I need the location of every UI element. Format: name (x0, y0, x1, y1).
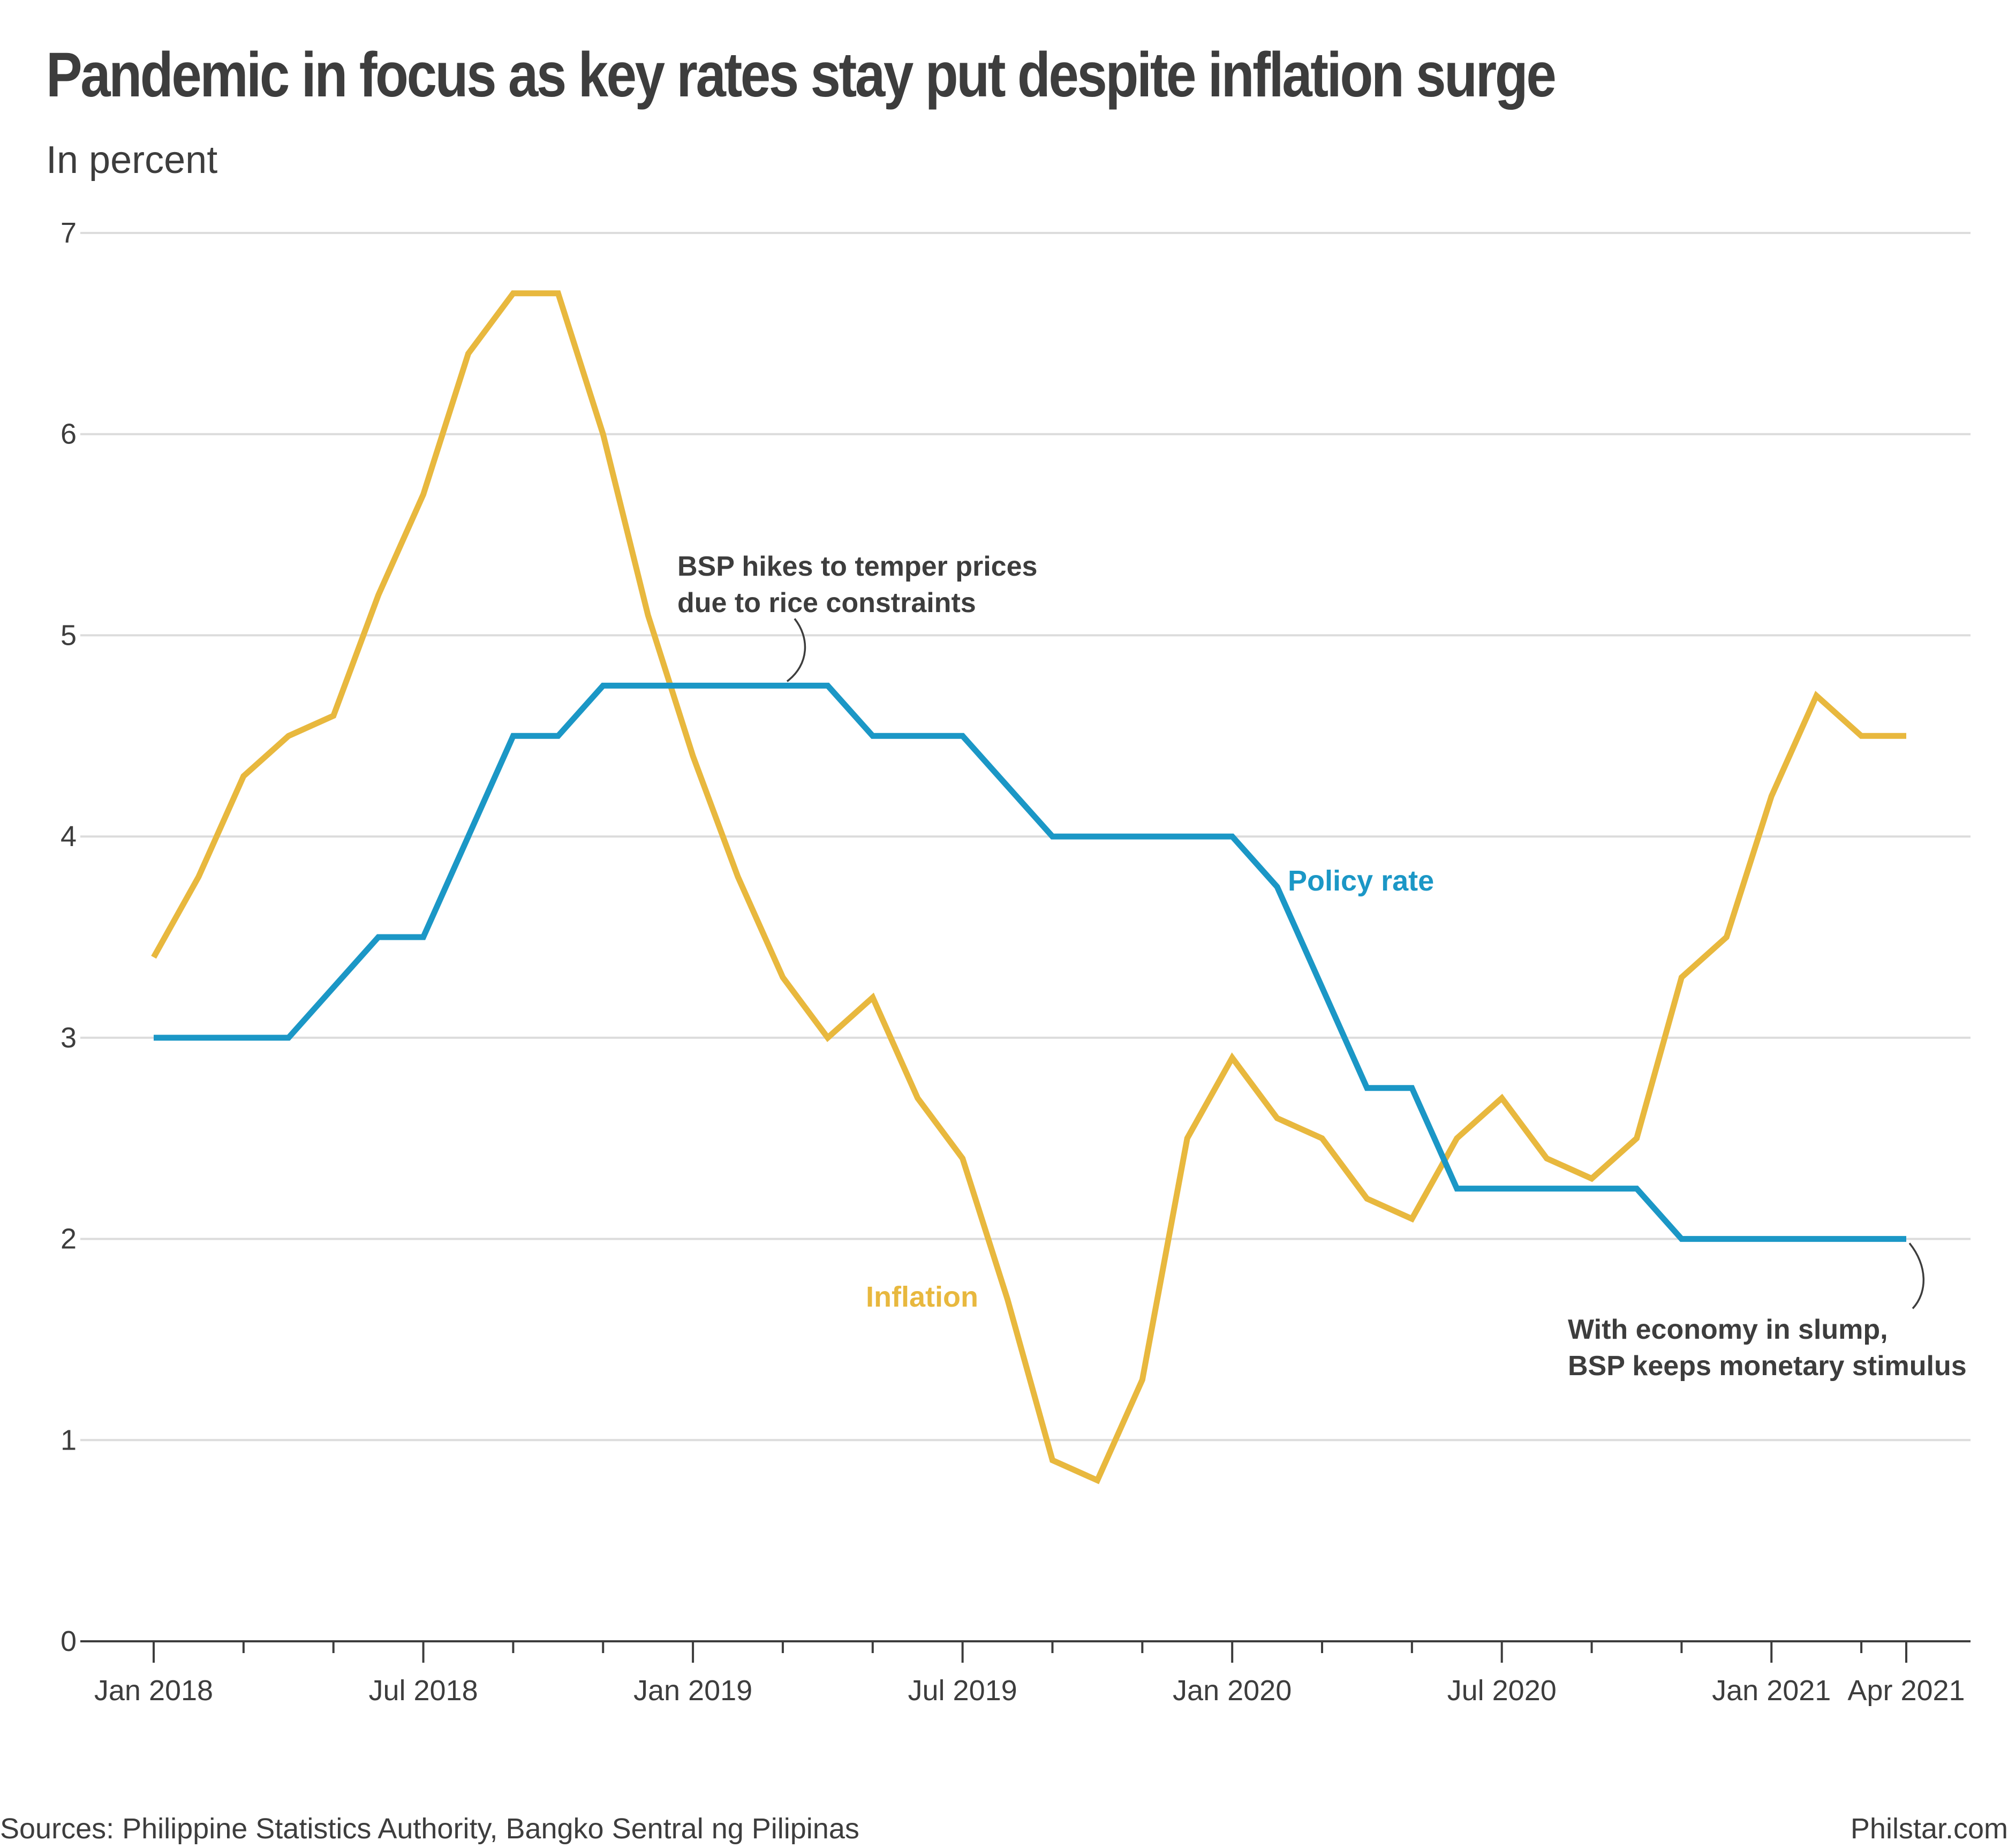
credit-note: Philstar.com (1850, 1813, 2008, 1845)
y-tick-label: 7 (61, 217, 77, 249)
y-tick-label: 3 (61, 1022, 77, 1054)
gridlines (80, 232, 1971, 1442)
series-line-policy-rate (154, 682, 1906, 1242)
series-lines: Inflation Policy rate (151, 290, 1906, 1484)
sources-note: Sources: Philippine Statistics Authority… (0, 1813, 859, 1845)
y-tick-label: 6 (61, 418, 77, 450)
annotation-connector (786, 618, 806, 682)
annotation-text: due to rice constraints (677, 587, 976, 618)
x-tick-label: Jan 2018 (94, 1674, 213, 1707)
annotation-text: BSP keeps monetary stimulus (1568, 1351, 1967, 1382)
annotation-text: With economy in slump, (1568, 1314, 1888, 1345)
series-label: Inflation (866, 1281, 978, 1313)
x-tick-label: Jul 2018 (368, 1674, 478, 1707)
y-tick-label: 1 (61, 1424, 77, 1456)
x-axis: Jan 2018 Jul 2018 Jan 2019 Jul 2019 Jan 2020… (80, 1640, 1971, 1707)
line-chart: 0 1 2 3 4 5 6 7 Jan 2018 Jul 2018 Jan 2019 Jul 201… (61, 217, 1971, 1707)
annotation-connector (1908, 1242, 1925, 1309)
annotations: BSP hikes to temper prices due to rice co… (677, 551, 1967, 1382)
chart-title: Pandemic in focus as key rates stay put … (46, 40, 1557, 110)
y-tick-label: 2 (61, 1223, 77, 1255)
series-line-inflation (151, 290, 1906, 1484)
x-tick-label: Jan 2019 (633, 1674, 752, 1707)
x-tick-label: Apr 2021 (1847, 1674, 1965, 1707)
x-tick-label: Jul 2020 (1447, 1674, 1557, 1707)
y-axis: 0 1 2 3 4 5 6 7 (61, 217, 77, 1657)
x-tick-label: Jan 2020 (1173, 1674, 1292, 1707)
y-tick-label: 0 (61, 1625, 77, 1657)
x-tick-label: Jan 2021 (1712, 1674, 1831, 1707)
x-tick-label: Jul 2019 (908, 1674, 1017, 1707)
y-tick-label: 4 (61, 820, 77, 853)
y-tick-label: 5 (61, 619, 77, 651)
chart-subtitle: In percent (46, 139, 218, 182)
annotation-text: BSP hikes to temper prices (677, 551, 1037, 582)
series-label: Policy rate (1288, 865, 1434, 897)
